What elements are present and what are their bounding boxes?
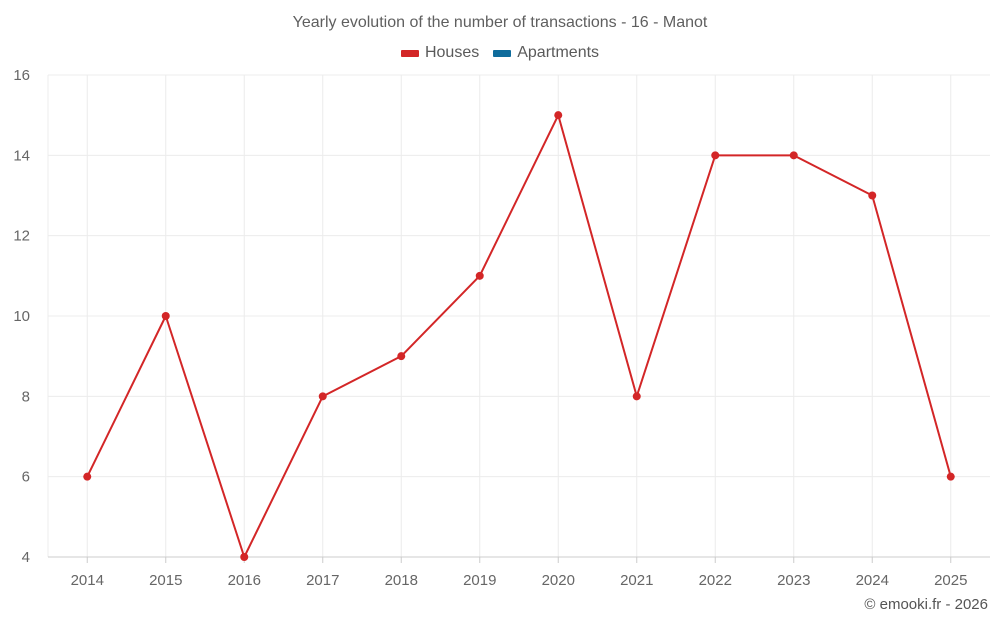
legend: Houses Apartments <box>0 44 1000 62</box>
x-axis-labels: 2014 2015 2016 2017 2018 2019 2020 2021 2022 2023… <box>71 572 968 589</box>
data-point-houses <box>946 472 955 481</box>
x-tick-label: 2014 <box>71 572 104 589</box>
credit-text: © emooki.fr - 2026 <box>864 596 988 613</box>
x-tick-label: 2024 <box>856 572 889 589</box>
legend-item-apartments[interactable]: Apartments <box>493 44 599 62</box>
y-tick-label: 10 <box>13 308 30 325</box>
legend-item-houses[interactable]: Houses <box>400 44 480 62</box>
x-tick-label: 2021 <box>620 572 653 589</box>
legend-label-houses: Houses <box>424 44 480 61</box>
data-point-houses <box>475 271 484 280</box>
y-tick-label: 14 <box>13 147 30 164</box>
grid <box>48 74 990 557</box>
y-tick-label: 8 <box>22 388 30 405</box>
series-houses <box>83 111 955 561</box>
legend-swatch-houses <box>400 49 419 57</box>
y-tick-label: 12 <box>13 228 30 245</box>
x-tick-label: 2019 <box>463 572 496 589</box>
y-tick-label: 16 <box>13 67 30 84</box>
data-point-houses <box>632 392 641 401</box>
x-tick-label: 2025 <box>934 572 967 589</box>
x-tick-label: 2017 <box>306 572 339 589</box>
x-tick-label: 2023 <box>777 572 810 589</box>
data-point-houses <box>240 553 249 561</box>
x-tick-label: 2016 <box>228 572 261 589</box>
series-line-houses <box>86 114 952 558</box>
axes <box>47 75 990 563</box>
x-tick-label: 2018 <box>385 572 418 589</box>
data-point-houses <box>554 111 563 120</box>
x-tick-label: 2015 <box>149 572 182 589</box>
data-point-houses <box>789 151 798 160</box>
data-point-houses <box>318 392 327 401</box>
x-tick-label: 2020 <box>542 572 575 589</box>
y-axis-labels: 4 6 8 10 12 14 16 <box>13 67 30 566</box>
chart-title: Yearly evolution of the number of transa… <box>292 14 708 31</box>
y-tick-label: 4 <box>22 549 30 566</box>
data-point-houses <box>711 151 720 160</box>
y-tick-label: 6 <box>22 469 30 486</box>
data-point-houses <box>83 472 92 481</box>
legend-label-apartments: Apartments <box>517 44 600 61</box>
legend-swatch-apartments <box>493 49 512 57</box>
data-point-houses <box>161 312 170 320</box>
data-point-houses <box>397 352 406 361</box>
data-point-houses <box>868 191 877 200</box>
x-tick-label: 2022 <box>699 572 732 589</box>
